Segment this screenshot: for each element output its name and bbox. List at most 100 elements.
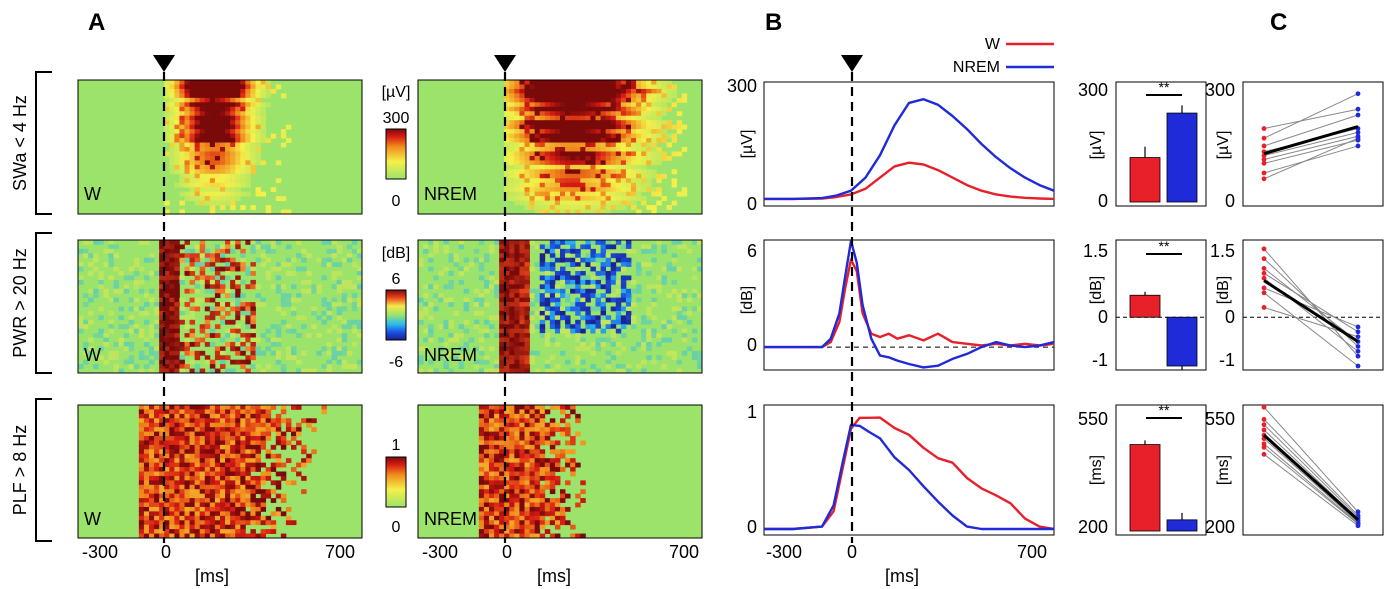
row-label-pwr: PWR > 20 Hz bbox=[10, 248, 30, 358]
pair-line bbox=[1263, 114, 1359, 147]
row-label-group bbox=[35, 71, 52, 542]
lp2-ytick-0: 0 bbox=[747, 335, 757, 355]
pair-point-w bbox=[1261, 270, 1267, 276]
lineplot-2-frame bbox=[763, 239, 1055, 371]
pair-line bbox=[1263, 135, 1359, 160]
pp2-ytick-neg1: -1 bbox=[1219, 350, 1235, 370]
pair-line bbox=[1263, 139, 1359, 164]
series-line-w bbox=[764, 161, 1054, 201]
pair-line bbox=[1263, 438, 1359, 523]
pair-line bbox=[1263, 443, 1359, 524]
pair-point-nrem bbox=[1355, 324, 1361, 330]
lp3-ytick-0: 0 bbox=[747, 517, 757, 537]
stimulus-line-layer bbox=[162, 72, 854, 543]
colorbar-1-min: 0 bbox=[392, 193, 401, 210]
heatmap-2-w bbox=[77, 239, 363, 374]
pp1-ylabel: [µV] bbox=[1215, 131, 1232, 160]
pair-point-w bbox=[1261, 422, 1267, 428]
legend-label-nrem: NREM bbox=[953, 59, 1000, 76]
pair-point-w bbox=[1261, 256, 1267, 262]
pair-point-w bbox=[1261, 160, 1267, 166]
pair-point-w bbox=[1261, 444, 1267, 450]
pair-point-w bbox=[1261, 170, 1267, 176]
pair-point-nrem bbox=[1355, 523, 1361, 529]
pair-point-w bbox=[1261, 417, 1267, 422]
pp2-ytick-0: 0 bbox=[1225, 307, 1235, 327]
colorbar-1 bbox=[385, 128, 407, 180]
pair-point-w bbox=[1261, 305, 1267, 310]
pair-line bbox=[1263, 446, 1359, 525]
pair-line bbox=[1263, 424, 1359, 518]
barplot-3-frame bbox=[1115, 404, 1207, 536]
bp2-ytick-1.5: 1.5 bbox=[1083, 241, 1108, 261]
bar-nrem bbox=[1166, 519, 1198, 532]
lp-xtick-0: 0 bbox=[847, 542, 857, 562]
pair-point-nrem bbox=[1355, 112, 1361, 118]
stimulus-marker-icon-3 bbox=[841, 55, 863, 72]
colorbar-2-unit: [dB] bbox=[382, 245, 410, 262]
pairplot-1-frame bbox=[1242, 81, 1384, 207]
barplot-layer bbox=[1116, 105, 1206, 532]
row-label-swa: SWa < 4 Hz bbox=[10, 95, 30, 191]
pair-point-nrem bbox=[1355, 509, 1361, 515]
lp-xlabel: [ms] bbox=[885, 566, 919, 586]
heatmap-1-w bbox=[77, 79, 363, 215]
pairplot-layer bbox=[1243, 91, 1383, 529]
pair-point-w bbox=[1261, 451, 1267, 457]
pp3-ytick-200: 200 bbox=[1205, 517, 1235, 537]
row-label-plf: PLF > 8 Hz bbox=[10, 425, 30, 516]
heatmap-frame bbox=[417, 239, 703, 374]
lineplot-3-frame bbox=[763, 404, 1055, 536]
pair-point-w bbox=[1261, 285, 1267, 291]
barplot-1-frame bbox=[1115, 81, 1207, 207]
colorbar-1-max: 300 bbox=[383, 110, 410, 127]
pair-point-w bbox=[1261, 441, 1267, 447]
bar-w bbox=[1129, 444, 1161, 532]
pair-line bbox=[1263, 406, 1359, 513]
heatmap-label-nrem-2: NREM bbox=[424, 345, 477, 365]
pair-point-w bbox=[1261, 126, 1267, 131]
pair-point-nrem bbox=[1355, 137, 1361, 143]
sig-label-2: ** bbox=[1159, 238, 1170, 254]
heatmap-label-nrem-1: NREM bbox=[424, 184, 477, 204]
bp1-ytick-300: 300 bbox=[1078, 80, 1108, 100]
bp2-ylabel: [dB] bbox=[1088, 276, 1105, 304]
pair-point-nrem bbox=[1355, 348, 1361, 354]
bp1-ytick-0: 0 bbox=[1098, 191, 1108, 211]
bar-w bbox=[1129, 294, 1161, 318]
pair-line bbox=[1263, 419, 1359, 516]
heatmap-frame bbox=[77, 239, 363, 374]
pp3-ylabel: [ms] bbox=[1215, 455, 1232, 485]
pair-line bbox=[1263, 93, 1359, 139]
bp3-ytick-200: 200 bbox=[1078, 517, 1108, 537]
pair-point-w bbox=[1261, 176, 1267, 182]
pair-line bbox=[1263, 108, 1359, 130]
pair-point-nrem bbox=[1355, 363, 1361, 369]
pair-point-nrem bbox=[1355, 344, 1361, 349]
hm-w-tick-700: 700 bbox=[325, 542, 355, 562]
bp3-ytick-550: 550 bbox=[1078, 409, 1108, 429]
panel-letter-b: B bbox=[765, 9, 782, 36]
pair-line bbox=[1263, 272, 1359, 333]
hm-w-tick-neg300: -300 bbox=[82, 542, 118, 562]
pair-point-nrem bbox=[1355, 143, 1361, 149]
pair-point-nrem bbox=[1355, 353, 1361, 359]
pair-line bbox=[1263, 137, 1359, 180]
heatmap-frame bbox=[77, 404, 363, 539]
heatmap-1-nrem bbox=[417, 79, 703, 215]
hm-nrem-tick-neg300: -300 bbox=[422, 542, 458, 562]
panel-letter-a: A bbox=[88, 9, 105, 36]
lp2-ylabel: [dB] bbox=[739, 286, 756, 314]
lp3-ytick-1: 1 bbox=[747, 402, 757, 422]
bp2-ytick-neg1: -1 bbox=[1092, 350, 1108, 370]
series-line-w bbox=[764, 416, 1054, 531]
heatmap-label-w-3: W bbox=[84, 509, 101, 529]
pair-point-nrem bbox=[1355, 329, 1361, 335]
lineplot-layer bbox=[764, 98, 1054, 531]
stimulus-marker-icon-1 bbox=[153, 55, 175, 72]
colorbar-2-min: -6 bbox=[389, 354, 403, 371]
pp1-ytick-300: 300 bbox=[1205, 80, 1235, 100]
pair-line bbox=[1263, 453, 1359, 527]
pairplot-2-frame bbox=[1242, 239, 1384, 371]
bar-w bbox=[1129, 157, 1161, 203]
